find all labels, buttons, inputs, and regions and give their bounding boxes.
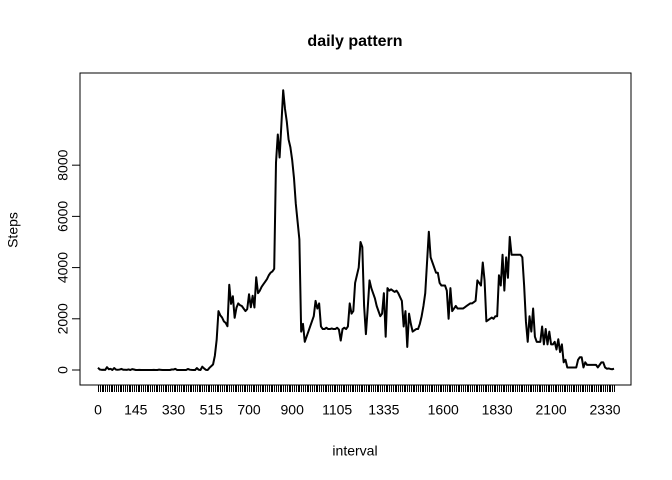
x-tick-label: 2100 [536,402,567,418]
y-tick-label: 8000 [55,149,71,180]
x-tick-label: 1105 [322,402,352,418]
y-tick-label: 2000 [55,303,71,334]
y-axis-label: Steps [5,212,21,248]
y-tick-label: 0 [55,366,71,374]
x-tick-label: 700 [237,402,261,418]
x-tick-label: 330 [162,402,186,418]
x-tick-label: 900 [281,402,305,418]
x-tick-label: 515 [200,402,224,418]
chart-title: daily pattern [307,33,402,50]
data-line [97,89,615,371]
y-tick-label: 4000 [55,252,71,283]
x-tick-label: 2330 [589,402,620,418]
y-tick-label: 6000 [55,201,71,232]
x-tick-label: 1600 [428,402,459,418]
x-tick-label: 0 [94,402,102,418]
x-tick-label: 1830 [482,402,513,418]
x-tick-label: 1335 [368,402,399,418]
x-tick-label: 145 [124,402,148,418]
x-axis-label: interval [332,443,377,459]
